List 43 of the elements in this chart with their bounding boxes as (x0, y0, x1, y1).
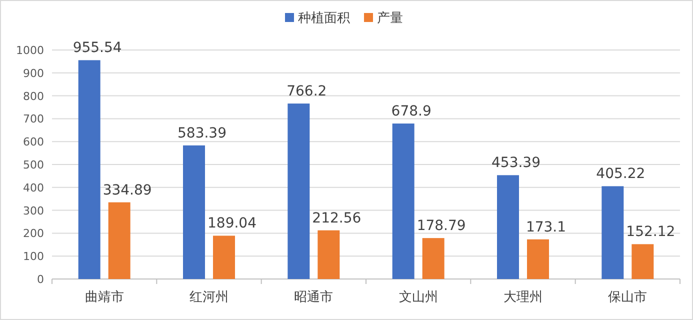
bar (392, 124, 414, 279)
y-tick-label: 0 (37, 273, 44, 286)
data-label: 212.56 (312, 210, 362, 226)
x-tick-label: 大理州 (504, 290, 542, 305)
y-tick-label: 500 (23, 158, 44, 172)
x-tick-label: 文山州 (398, 290, 438, 305)
x-tick-label: 曲靖市 (84, 290, 124, 305)
x-tick-label: 保山市 (608, 290, 648, 305)
legend-label: 种植面积 (298, 11, 350, 26)
data-label: 334.89 (102, 182, 152, 198)
data-label: 152.12 (626, 224, 676, 240)
y-tick-label: 800 (23, 90, 44, 103)
bar (213, 236, 235, 279)
y-tick-label: 100 (23, 250, 44, 264)
bar (527, 239, 549, 279)
x-tick-label: 红河州 (190, 290, 228, 305)
y-tick-label: 400 (23, 181, 44, 194)
data-label: 178.79 (416, 218, 466, 234)
bar (632, 244, 654, 279)
bar (497, 175, 519, 279)
y-tick-label: 700 (23, 112, 44, 126)
bar (183, 145, 205, 279)
data-label: 189.04 (208, 216, 257, 232)
data-label: 766.2 (286, 84, 327, 100)
y-tick-label: 200 (23, 227, 44, 240)
bar (422, 238, 444, 279)
data-label: 453.39 (492, 155, 540, 172)
x-tick-label: 昭通市 (294, 290, 334, 305)
bar (108, 202, 130, 279)
bar (288, 104, 310, 279)
y-tick-label: 1000 (16, 44, 44, 57)
bar (602, 186, 624, 279)
legend-label: 产量 (377, 11, 403, 26)
y-tick-label: 900 (23, 66, 44, 80)
data-label: 405.22 (596, 166, 646, 182)
data-label: 955.54 (72, 40, 122, 56)
data-label: 678.9 (391, 104, 432, 120)
data-label: 583.39 (178, 125, 226, 142)
data-label: 173.1 (526, 219, 566, 236)
y-tick-label: 300 (23, 204, 44, 218)
bar (318, 230, 340, 279)
bar (78, 60, 100, 279)
y-tick-label: 600 (23, 136, 44, 149)
